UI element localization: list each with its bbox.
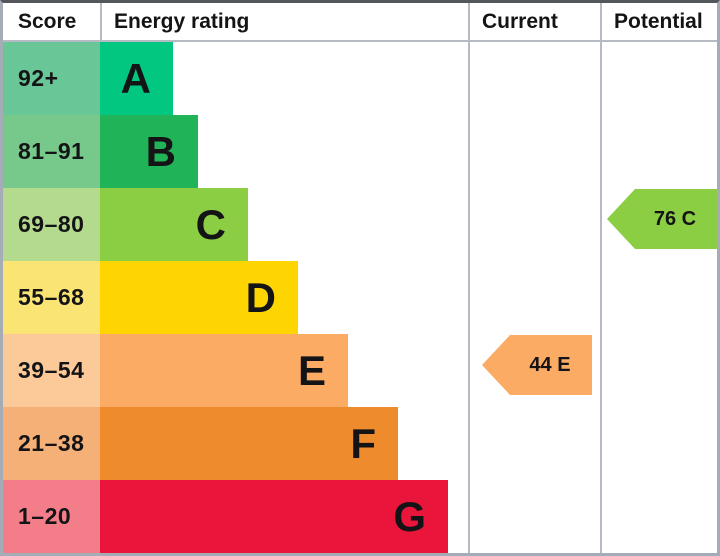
- score-range: 1–20: [3, 480, 100, 553]
- rating-rows: 92+ A 81–91 B 69–80 C 55–68 D 39–54 E 21…: [3, 42, 717, 553]
- rating-bar: F: [100, 407, 398, 480]
- rating-row: 21–38 F: [3, 407, 717, 480]
- score-range: 81–91: [3, 115, 100, 188]
- header-energy-rating: Energy rating: [102, 3, 470, 40]
- chart-header: Score Energy rating Current Potential: [3, 3, 717, 42]
- divider-current-column: [468, 42, 470, 553]
- rating-bar: G: [100, 480, 448, 553]
- score-range: 55–68: [3, 261, 100, 334]
- score-range: 39–54: [3, 334, 100, 407]
- rating-row: 69–80 C: [3, 188, 717, 261]
- rating-bar: E: [100, 334, 348, 407]
- rating-row: 55–68 D: [3, 261, 717, 334]
- rating-bar: A: [100, 42, 173, 115]
- rating-row: 92+ A: [3, 42, 717, 115]
- rating-bar: C: [100, 188, 248, 261]
- score-range: 69–80: [3, 188, 100, 261]
- score-range: 92+: [3, 42, 100, 115]
- rating-row: 39–54 E: [3, 334, 717, 407]
- divider-potential-column: [600, 42, 602, 553]
- header-potential: Potential: [614, 9, 703, 33]
- rating-bar: B: [100, 115, 198, 188]
- header-score: Score: [3, 3, 102, 40]
- header-current: Current: [470, 3, 602, 40]
- rating-bar: D: [100, 261, 298, 334]
- rating-row: 81–91 B: [3, 115, 717, 188]
- score-range: 21–38: [3, 407, 100, 480]
- rating-row: 1–20 G: [3, 480, 717, 553]
